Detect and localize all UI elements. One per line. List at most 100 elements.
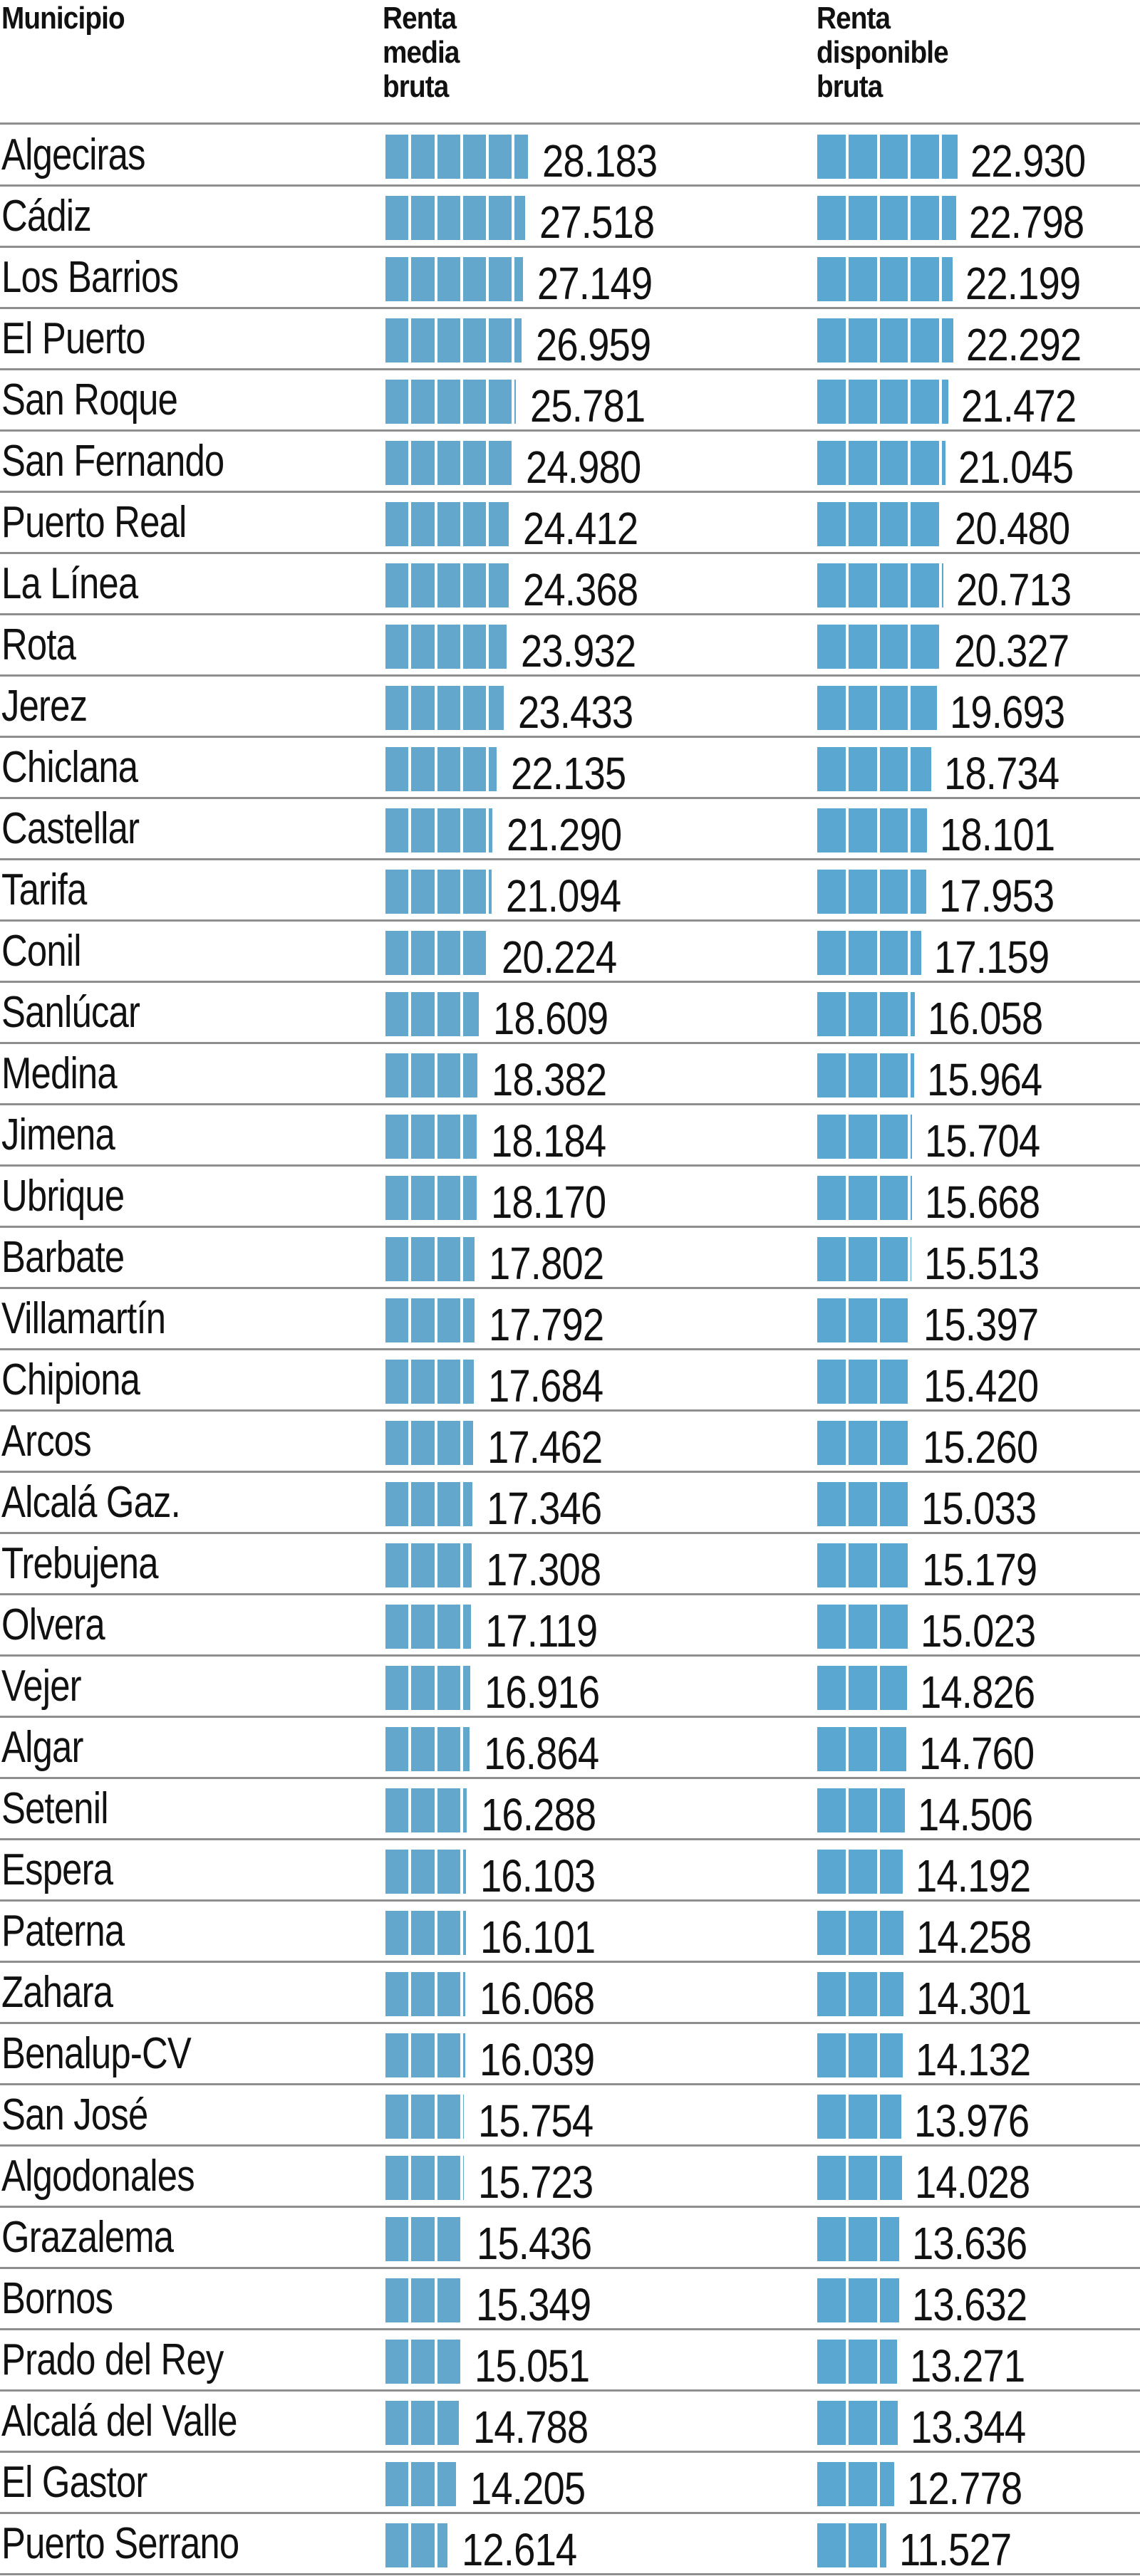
bar-renta-disponible <box>817 1605 914 1649</box>
bar-segment <box>911 318 942 363</box>
bar-segment <box>385 1237 412 1281</box>
bar-segment <box>848 870 880 914</box>
bar-segment <box>411 2278 437 2322</box>
value-renta-media: 27.518 <box>539 197 655 248</box>
bar-segment <box>817 1605 849 1649</box>
bar-segment <box>437 992 463 1036</box>
bar-segment <box>385 1115 412 1159</box>
bar-segment <box>911 1421 914 1465</box>
value-renta-media: 18.382 <box>492 1054 607 1105</box>
bar-segment <box>817 135 849 179</box>
bar-segment <box>848 2033 880 2077</box>
bar-segment <box>437 1053 463 1097</box>
bar-segment <box>911 1176 916 1220</box>
municipio-name: Los Barrios <box>1 253 179 302</box>
bar-segment <box>911 1237 914 1281</box>
row-divider <box>0 2389 1140 2392</box>
bar-renta-media <box>385 135 532 179</box>
bar-renta-media <box>385 2340 466 2384</box>
bar-renta-disponible <box>817 2340 901 2384</box>
municipio-name: Prado del Rey <box>1 2335 224 2384</box>
bar-segment <box>411 686 437 730</box>
bar-segment <box>848 2095 880 2139</box>
bar-renta-media <box>385 870 494 914</box>
bar-segment <box>462 1421 476 1465</box>
bar-segment <box>911 747 934 791</box>
table-row: Jerez 23.433 19.693 <box>0 676 1140 737</box>
bar-segment <box>385 1421 412 1465</box>
bar-renta-media <box>385 2033 469 2077</box>
bar-segment <box>385 1176 412 1220</box>
bar-segment <box>489 686 507 730</box>
value-renta-media: 17.462 <box>487 1422 603 1473</box>
bar-segment <box>879 502 911 546</box>
municipio-name: Jimena <box>1 1110 115 1159</box>
bar-segment <box>385 1666 412 1710</box>
table-row: Vejer 16.916 14.826 <box>0 1656 1140 1717</box>
bar-segment <box>911 870 930 914</box>
bar-segment <box>848 1482 880 1526</box>
bar-renta-disponible <box>817 1911 906 1955</box>
table-row: Trebujena 17.308 15.179 <box>0 1533 1140 1595</box>
value-renta-media: 15.754 <box>478 2095 594 2147</box>
bar-renta-disponible <box>817 1972 907 2016</box>
bar-segment <box>848 1788 880 1832</box>
municipio-name: Arcos <box>1 1417 92 1466</box>
municipio-name: San José <box>1 2090 148 2139</box>
value-renta-disponible: 14.760 <box>919 1728 1035 1779</box>
value-renta-media: 23.433 <box>517 687 633 738</box>
bar-segment <box>514 380 519 424</box>
row-divider <box>0 1593 1140 1595</box>
value-renta-disponible: 14.028 <box>914 2157 1030 2208</box>
municipio-name: Ubrique <box>1 1172 125 1221</box>
table-row: Ubrique 18.170 15.668 <box>0 1166 1140 1227</box>
bar-segment <box>848 1298 880 1342</box>
bar-segment <box>911 625 942 669</box>
municipio-name: El Puerto <box>1 314 146 363</box>
table-row: Sanlúcar 18.609 16.058 <box>0 982 1140 1043</box>
value-renta-media: 18.184 <box>490 1115 606 1167</box>
bar-segment <box>437 1972 463 2016</box>
bar-segment <box>462 1543 475 1587</box>
table-row: Villamartín 17.792 15.397 <box>0 1288 1140 1350</box>
value-renta-disponible: 22.292 <box>966 319 1082 370</box>
bar-segment <box>411 1115 437 1159</box>
bar-segment <box>462 1788 470 1832</box>
bar-segment <box>817 2278 849 2322</box>
bar-renta-disponible <box>817 2156 905 2200</box>
bar-segment <box>462 1850 469 1894</box>
bar-renta-media <box>385 196 528 240</box>
municipio-name: Conil <box>1 927 82 976</box>
bar-segment <box>437 625 463 669</box>
municipio-name: El Gastor <box>1 2458 147 2507</box>
bar-renta-disponible <box>817 1176 916 1220</box>
bar-renta-disponible <box>817 502 945 546</box>
bar-segment <box>489 257 515 301</box>
bar-segment <box>462 2278 466 2322</box>
table-row: Prado del Rey 15.051 13.271 <box>0 2330 1140 2391</box>
bar-segment <box>437 931 463 975</box>
bar-segment <box>489 747 500 791</box>
bar-renta-disponible <box>817 747 934 791</box>
bar-segment <box>817 1482 849 1526</box>
bar-segment <box>462 1237 478 1281</box>
row-divider <box>0 981 1140 983</box>
bar-renta-disponible <box>817 1727 910 1771</box>
bar-renta-media <box>385 747 500 791</box>
value-renta-media: 23.932 <box>520 625 636 677</box>
bar-segment <box>817 992 849 1036</box>
bar-segment <box>437 2523 451 2567</box>
value-renta-media: 17.346 <box>486 1483 602 1534</box>
bar-segment <box>848 1850 880 1894</box>
bar-segment <box>879 257 911 301</box>
bar-segment <box>879 1788 908 1832</box>
value-renta-media: 12.614 <box>462 2524 577 2575</box>
value-renta-disponible: 22.930 <box>970 135 1086 187</box>
value-renta-disponible: 13.976 <box>914 2095 1030 2147</box>
bar-segment <box>848 1727 880 1771</box>
bar-segment <box>848 380 880 424</box>
row-divider <box>0 2451 1140 2453</box>
bar-segment <box>462 625 489 669</box>
bar-segment <box>411 441 437 485</box>
bar-segment <box>848 135 880 179</box>
